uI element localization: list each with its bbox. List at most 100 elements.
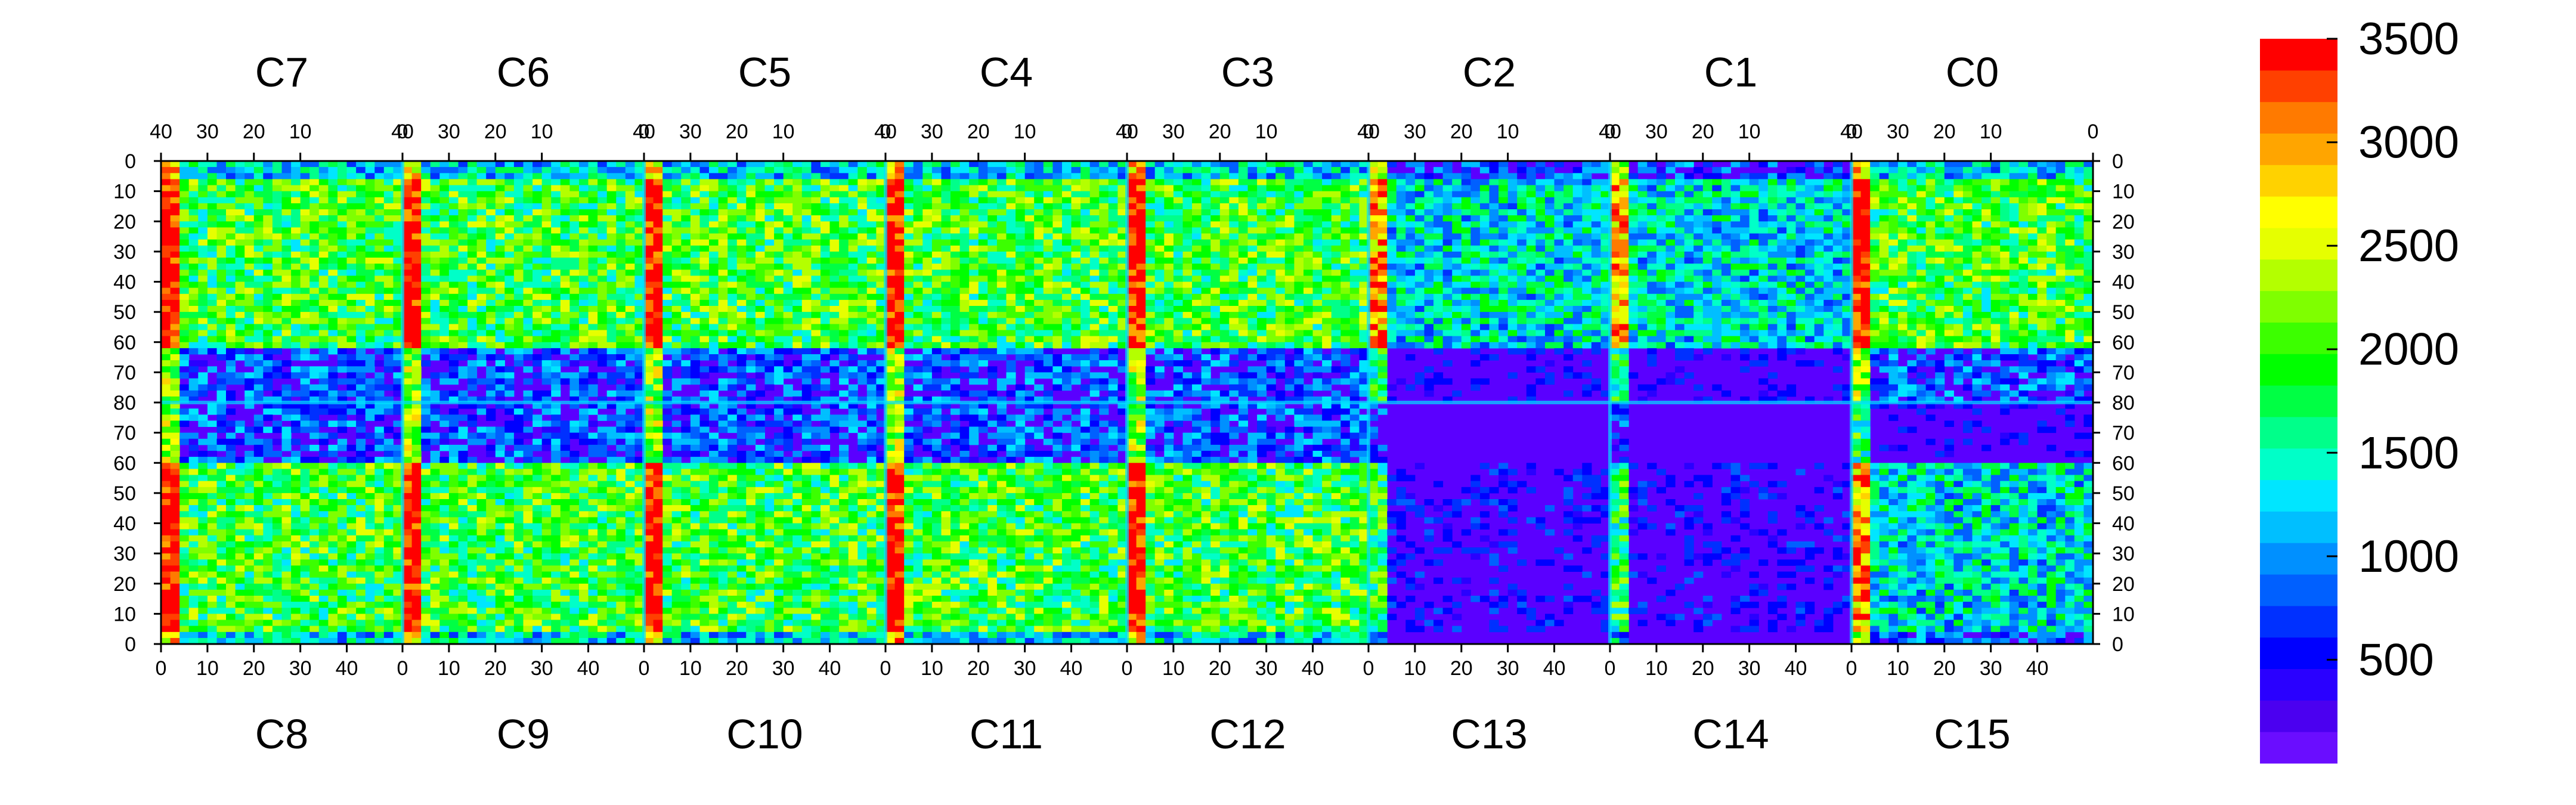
hitmap-cell: [402, 221, 413, 228]
hitmap-cell: [458, 264, 468, 270]
hitmap-cell: [1015, 312, 1026, 318]
hitmap-cell: [1229, 173, 1239, 179]
hitmap-cell: [356, 251, 366, 258]
hitmap-cell: [1247, 384, 1258, 391]
hitmap-cell: [374, 233, 385, 240]
hitmap-cell: [866, 197, 877, 204]
hitmap-cell: [1117, 270, 1128, 276]
hitmap-cell: [1154, 354, 1165, 361]
hitmap-cell: [281, 384, 292, 391]
hitmap-cell: [244, 215, 255, 222]
hitmap-cell: [978, 227, 988, 234]
hitmap-cell: [318, 306, 329, 312]
hitmap-cell: [207, 251, 217, 258]
hitmap-cell: [848, 245, 858, 252]
hitmap-cell: [1349, 209, 1360, 216]
hitmap-cell: [1052, 306, 1063, 312]
hitmap-cell: [662, 264, 673, 270]
hitmap-cell: [950, 258, 961, 264]
hitmap-cell: [402, 306, 413, 312]
hitmap-cell: [551, 366, 561, 373]
hitmap-cell: [569, 342, 580, 349]
hitmap-cell: [421, 251, 431, 258]
hitmap-cell: [987, 299, 998, 306]
hitmap-cell: [346, 330, 357, 337]
hitmap-cell: [1080, 233, 1091, 240]
hitmap-cell: [904, 191, 914, 198]
hitmap-cell: [653, 330, 663, 337]
hitmap-cell: [1024, 306, 1035, 312]
hitmap-cell: [467, 264, 478, 270]
hitmap-cell: [839, 167, 849, 174]
hitmap-cell: [495, 360, 505, 367]
hitmap-cell: [1238, 221, 1248, 228]
hitmap-cell: [801, 245, 812, 252]
hitmap-cell: [235, 312, 245, 318]
hitmap-cell: [662, 348, 673, 355]
hitmap-cell: [1201, 203, 1211, 210]
hitmap-cell: [1294, 348, 1304, 355]
hitmap-cell: [1322, 191, 1332, 198]
hitmap-cell: [597, 348, 608, 355]
hitmap-cell: [634, 390, 645, 397]
hitmap-cell: [430, 299, 440, 306]
hitmap-cell: [931, 348, 942, 355]
hitmap-cell: [1024, 221, 1035, 228]
hitmap-cell: [1145, 342, 1156, 349]
hitmap-cell: [969, 245, 979, 252]
hitmap-cell: [1089, 281, 1100, 289]
hitmap-cell: [597, 330, 608, 337]
hitmap-cell: [1507, 173, 1518, 179]
hitmap-cell: [886, 306, 896, 312]
hitmap-cell: [886, 384, 896, 391]
hitmap-cell: [1387, 161, 1397, 168]
hitmap-cell: [1275, 270, 1286, 276]
hitmap-cell: [821, 197, 831, 204]
hitmap-cell: [235, 306, 245, 312]
hitmap-cell: [170, 366, 180, 373]
hitmap-cell: [281, 336, 292, 343]
hitmap-cell: [226, 221, 236, 228]
hitmap-cell: [1127, 185, 1137, 192]
hitmap-cell: [1043, 360, 1053, 367]
hitmap-cell: [560, 251, 570, 258]
hitmap-cell: [913, 324, 923, 330]
hitmap-cell: [699, 372, 710, 379]
hitmap-cell: [504, 378, 515, 385]
hitmap-cell: [244, 167, 255, 174]
hitmap-cell: [300, 209, 310, 216]
hitmap-cell: [625, 354, 635, 361]
hitmap-cell: [346, 173, 357, 179]
hitmap-cell: [866, 396, 877, 403]
hitmap-cell: [486, 372, 496, 379]
hitmap-cell: [1173, 336, 1183, 343]
hitmap-cell: [560, 221, 570, 228]
hitmap-cell: [486, 324, 496, 330]
hitmap-cell: [606, 179, 617, 185]
hitmap-cell: [987, 215, 998, 222]
hitmap-cell: [356, 360, 366, 367]
hitmap-cell: [541, 299, 552, 306]
hitmap-cell: [1043, 191, 1053, 198]
hitmap-cell: [1304, 348, 1314, 355]
hitmap-cell: [439, 306, 450, 312]
hitmap-cell: [886, 173, 896, 179]
hitmap-cell: [1257, 312, 1267, 318]
hitmap-cell: [969, 233, 979, 240]
hitmap-cell: [1219, 197, 1230, 204]
hitmap-cell: [318, 179, 329, 185]
hitmap-cell: [244, 197, 255, 204]
hitmap-cell: [458, 366, 468, 373]
hitmap-cell: [969, 324, 979, 330]
hitmap-cell: [829, 185, 840, 192]
hitmap-cell: [616, 312, 626, 318]
hitmap-cell: [1442, 173, 1453, 179]
hitmap-cell: [1340, 366, 1351, 373]
hitmap-cell: [1322, 306, 1332, 312]
hitmap-cell: [709, 354, 719, 361]
hitmap-cell: [839, 258, 849, 264]
hitmap-cell: [1062, 318, 1072, 324]
hitmap-cell: [569, 258, 580, 264]
hitmap-cell: [876, 324, 886, 330]
hitmap-cell: [467, 318, 478, 324]
